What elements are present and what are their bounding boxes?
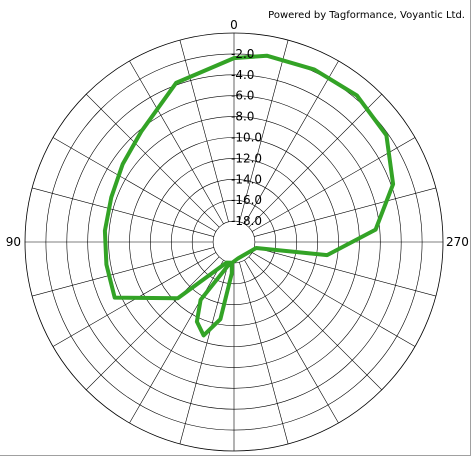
radial-tick-label: -8.0 bbox=[231, 110, 254, 124]
credit-text: Powered by Tagformance, Voyantic Ltd. bbox=[268, 10, 465, 21]
angle-label: 0 bbox=[230, 18, 238, 32]
grid-spoke bbox=[239, 40, 289, 222]
grid-spoke bbox=[248, 256, 382, 390]
grid-spoke bbox=[239, 262, 289, 444]
grid-spoke bbox=[86, 256, 220, 390]
radial-tick-label: -6.0 bbox=[231, 89, 254, 103]
radial-tick-label: -12.0 bbox=[231, 151, 262, 165]
angle-labels: 0 90 180 270 bbox=[6, 18, 469, 455]
grid-spoke bbox=[254, 247, 436, 297]
grid-spoke bbox=[86, 94, 220, 228]
grid-spoke bbox=[129, 60, 224, 225]
angle-label: 180 bbox=[223, 454, 246, 455]
grid-spoke bbox=[244, 259, 339, 424]
grid-spoke bbox=[254, 187, 436, 237]
grid-spoke bbox=[32, 187, 214, 237]
radial-tick-labels: -2.0 -4.0 -6.0 -8.0 -10.0 -12.0 -14.0 -16.0 -18.… bbox=[231, 47, 262, 228]
radial-tick-label: -18.0 bbox=[231, 214, 262, 228]
radial-tick-label: -14.0 bbox=[231, 172, 262, 186]
radial-tick-label: -2.0 bbox=[231, 47, 254, 61]
pattern-line bbox=[102, 53, 396, 338]
radial-tick-label: -4.0 bbox=[231, 68, 254, 82]
grid-spoke bbox=[52, 137, 217, 232]
radial-tick-label: -16.0 bbox=[231, 193, 262, 207]
angle-label: 270 bbox=[446, 235, 469, 249]
angle-label: 90 bbox=[6, 235, 21, 249]
series-layer bbox=[102, 53, 396, 338]
grid-spoke bbox=[179, 40, 229, 222]
grid-spoke bbox=[251, 252, 416, 347]
grid-spoke bbox=[244, 60, 339, 225]
polar-grid bbox=[24, 32, 444, 452]
radial-tick-label: -10.0 bbox=[231, 131, 262, 145]
grid-spoke bbox=[248, 94, 382, 228]
grid-spoke bbox=[32, 247, 214, 297]
grid-spoke bbox=[129, 259, 224, 424]
grid-spoke bbox=[179, 262, 229, 444]
